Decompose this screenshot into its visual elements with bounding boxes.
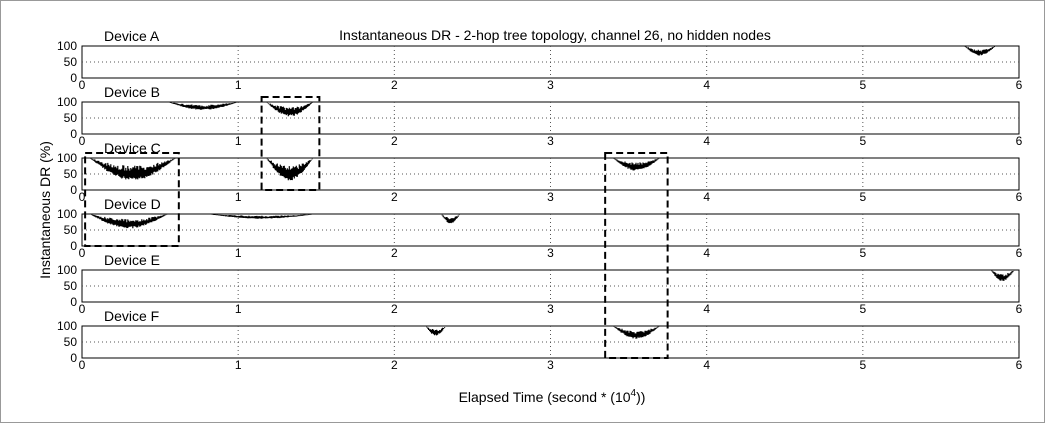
x-tick-label: 5	[859, 358, 866, 372]
x-tick-label: 6	[1016, 358, 1023, 372]
x-tick-label: 0	[79, 190, 86, 204]
x-tick-label: 4	[703, 358, 710, 372]
x-tick-label: 2	[391, 78, 398, 92]
x-tick-label: 1	[235, 134, 242, 148]
y-tick-label: 100	[57, 207, 77, 221]
dip-trace	[168, 102, 239, 110]
x-tick-label: 0	[79, 358, 86, 372]
x-tick-label: 1	[235, 358, 242, 372]
x-tick-label: 3	[547, 302, 554, 316]
device-label: Device F	[104, 308, 159, 324]
y-tick-label: 100	[57, 319, 77, 333]
x-tick-label: 4	[703, 190, 710, 204]
dip-trace	[441, 214, 460, 224]
device-label: Device B	[104, 84, 160, 100]
dip-trace	[613, 158, 660, 171]
x-tick-label: 1	[235, 78, 242, 92]
y-tick-label: 100	[57, 95, 77, 109]
y-axis-label: Instantaneous DR (%)	[37, 141, 53, 279]
dip-trace	[613, 326, 660, 339]
chart-title: Instantaneous DR - 2-hop tree topology, …	[339, 27, 771, 43]
x-tick-label: 1	[235, 190, 242, 204]
device-label: Device E	[104, 252, 160, 268]
x-tick-label: 1	[235, 246, 242, 260]
x-tick-label: 5	[859, 78, 866, 92]
dip-trace	[964, 46, 996, 56]
dip-trace	[991, 270, 1015, 281]
x-tick-label: 6	[1016, 302, 1023, 316]
x-tick-label: 6	[1016, 190, 1023, 204]
x-tick-label: 4	[703, 302, 710, 316]
y-tick-label: 50	[64, 223, 78, 237]
x-tick-label: 6	[1016, 78, 1023, 92]
x-tick-label: 0	[79, 246, 86, 260]
device-label: Device A	[104, 28, 160, 44]
dip-trace	[90, 158, 176, 180]
x-tick-label: 2	[391, 246, 398, 260]
x-tick-label: 3	[547, 246, 554, 260]
y-tick-label: 0	[70, 71, 77, 85]
x-tick-label: 5	[859, 302, 866, 316]
x-tick-label: 0	[79, 78, 86, 92]
y-tick-label: 0	[70, 351, 77, 365]
x-axis-label-exponent: 4	[631, 388, 637, 399]
y-tick-label: 0	[70, 239, 77, 253]
x-tick-label: 5	[859, 134, 866, 148]
highlight-box	[604, 152, 669, 359]
y-tick-label: 100	[57, 263, 77, 277]
dip-trace	[90, 214, 168, 229]
y-tick-label: 0	[70, 295, 77, 309]
x-tick-label: 2	[391, 302, 398, 316]
y-tick-label: 0	[70, 127, 77, 141]
y-tick-label: 0	[70, 183, 77, 197]
x-tick-label: 0	[79, 134, 86, 148]
x-tick-label: 3	[547, 134, 554, 148]
x-tick-label: 3	[547, 190, 554, 204]
x-tick-label: 5	[859, 190, 866, 204]
x-tick-label: 4	[703, 246, 710, 260]
x-tick-label: 5	[859, 246, 866, 260]
x-tick-label: 4	[703, 134, 710, 148]
y-tick-label: 50	[64, 111, 78, 125]
y-tick-label: 50	[64, 279, 78, 293]
x-tick-label: 6	[1016, 134, 1023, 148]
x-tick-label: 2	[391, 358, 398, 372]
x-tick-label: 2	[391, 134, 398, 148]
x-tick-label: 6	[1016, 246, 1023, 260]
x-tick-label: 4	[703, 78, 710, 92]
device-label: Device D	[104, 196, 161, 212]
dip-trace	[266, 158, 313, 181]
highlight-box	[260, 96, 321, 191]
y-tick-label: 50	[64, 167, 78, 181]
x-axis-label: Elapsed Time (second * (104))	[459, 388, 646, 405]
highlight-box	[84, 152, 180, 247]
highlight-boxes	[84, 96, 669, 359]
y-tick-label: 50	[64, 335, 78, 349]
x-tick-label: 1	[235, 302, 242, 316]
x-tick-label: 0	[79, 302, 86, 316]
y-tick-label: 100	[57, 39, 77, 53]
x-axis-label-suffix: ))	[636, 389, 645, 405]
y-tick-label: 100	[57, 151, 77, 165]
dip-trace	[208, 214, 316, 219]
x-tick-label: 2	[391, 190, 398, 204]
y-tick-label: 50	[64, 55, 78, 69]
dip-trace	[426, 326, 447, 336]
x-axis-label-main: Elapsed Time (second * (10	[459, 389, 631, 405]
x-tick-label: 3	[547, 78, 554, 92]
x-tick-label: 3	[547, 358, 554, 372]
dip-trace	[266, 102, 313, 117]
